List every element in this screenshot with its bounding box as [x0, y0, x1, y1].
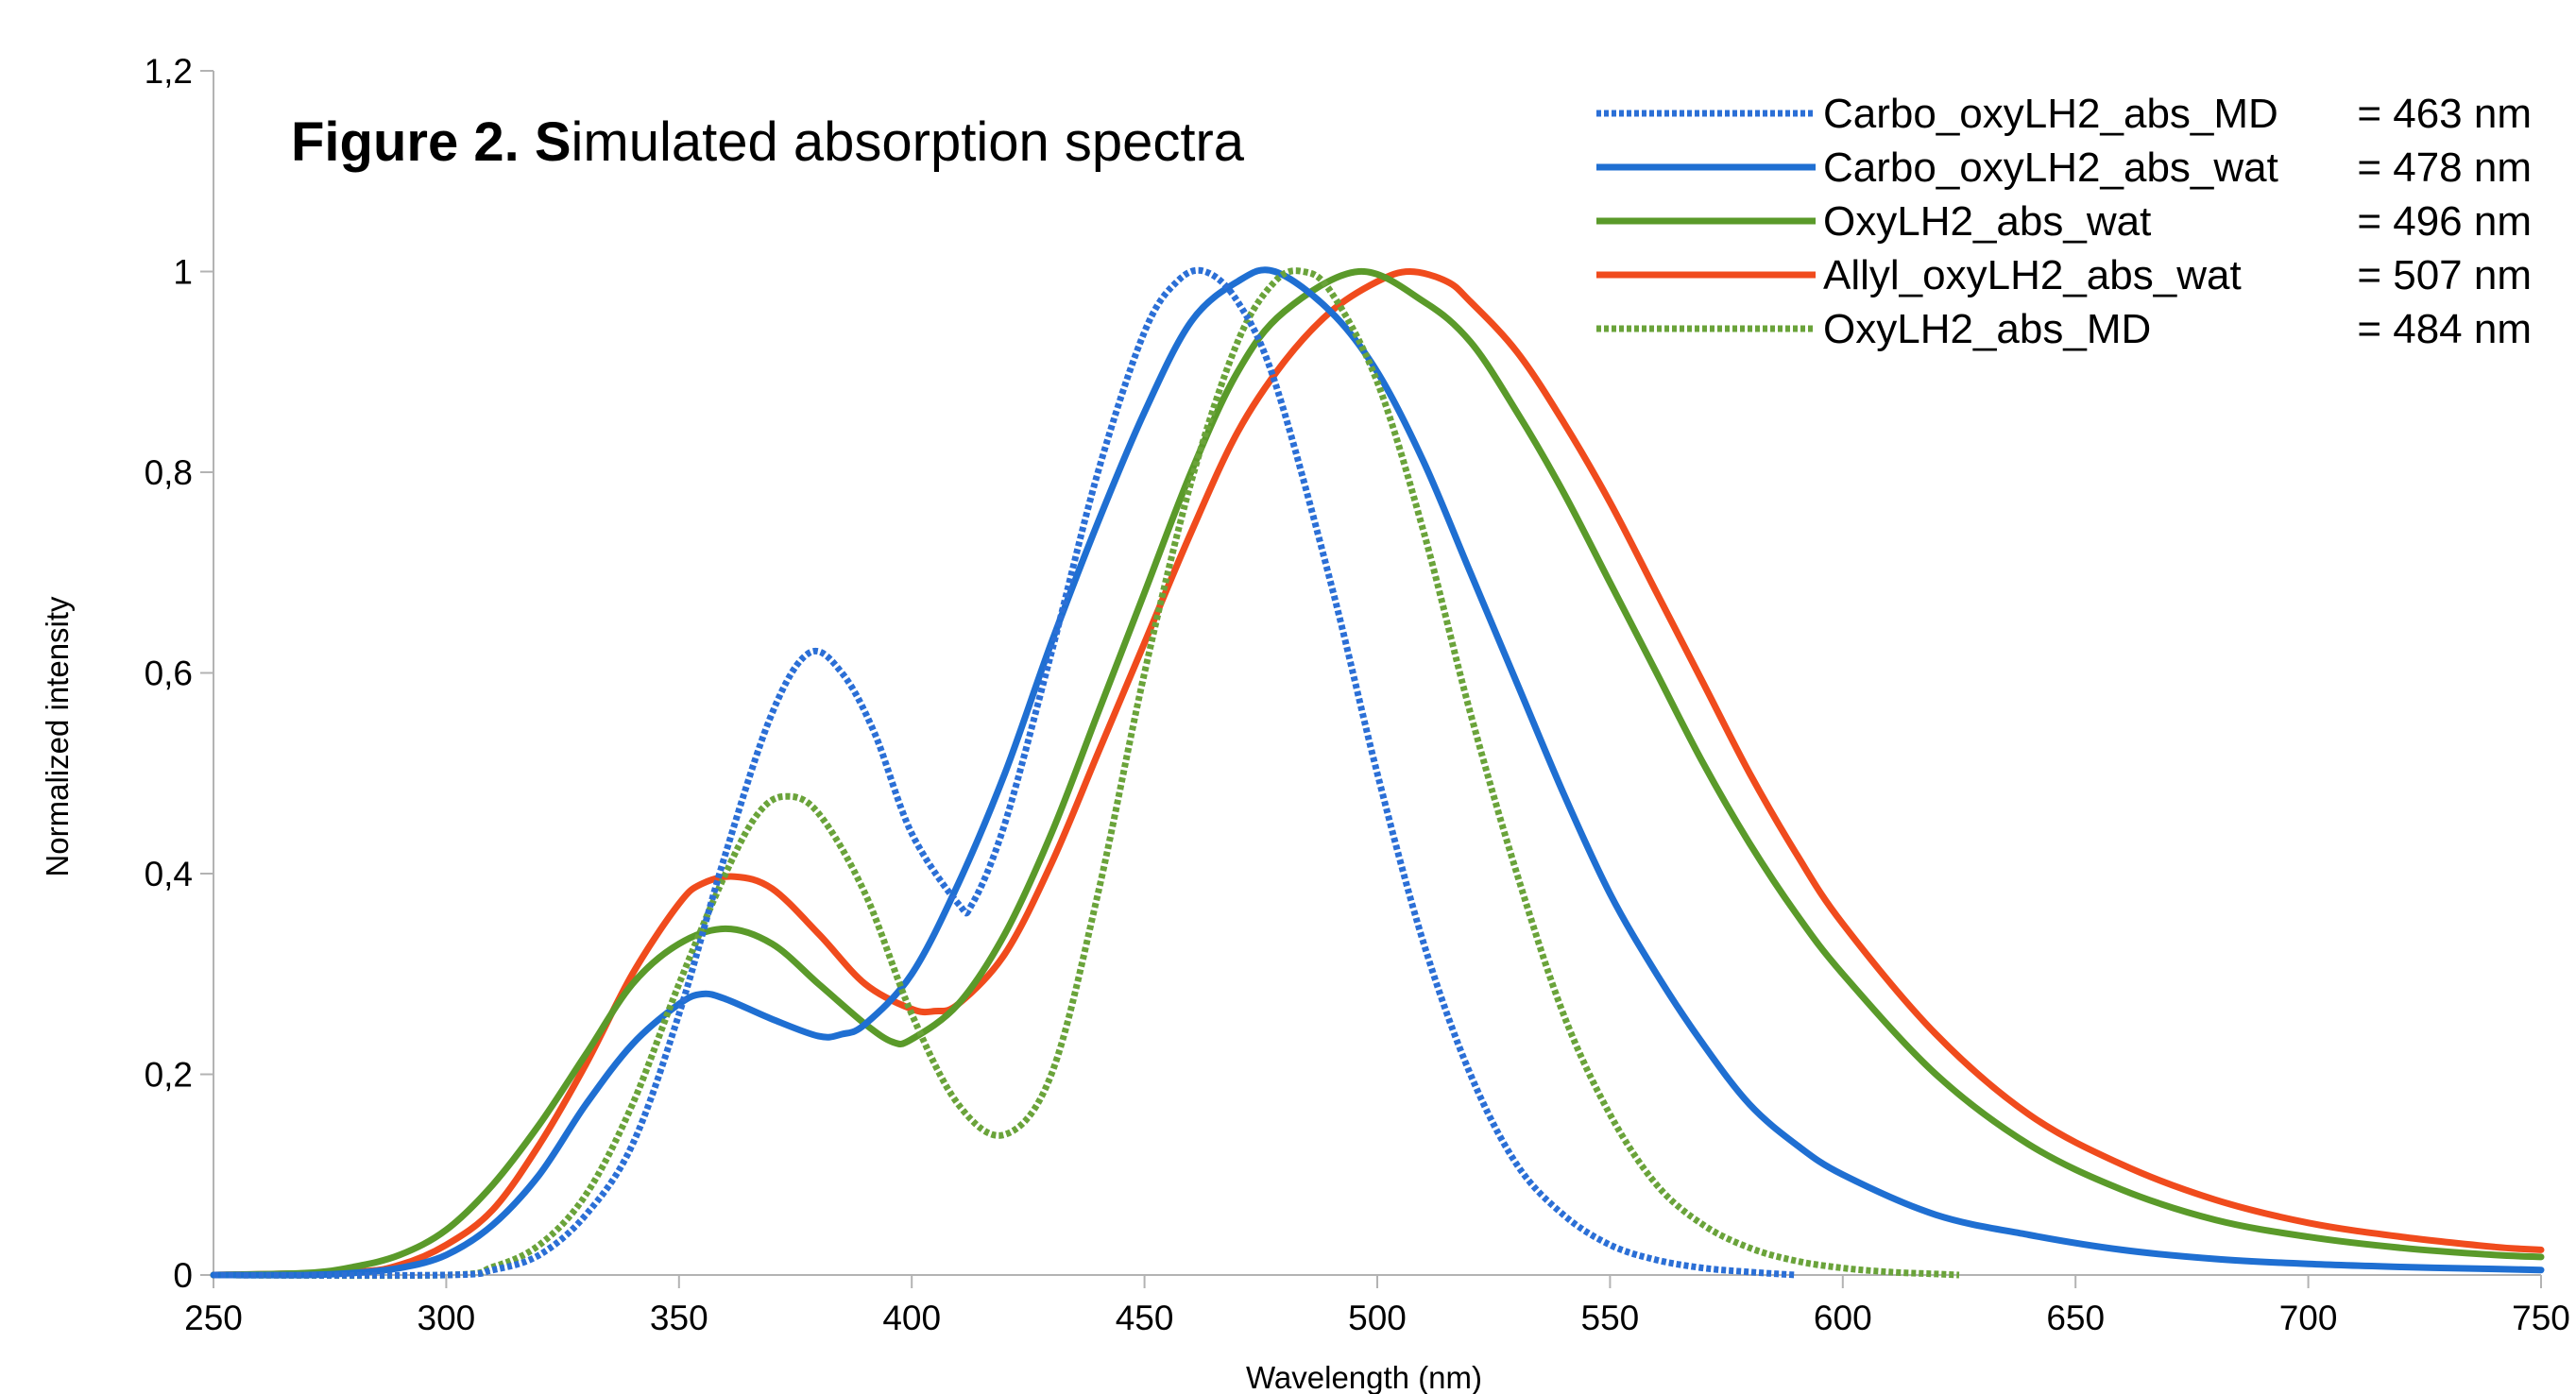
- y-tick-label: 1,2: [145, 52, 193, 91]
- legend-entry-value: = 496 nm: [2357, 198, 2532, 245]
- x-tick-label: 250: [184, 1299, 243, 1337]
- y-tick-label: 0,4: [145, 855, 193, 893]
- legend-entry-value: = 463 nm: [2357, 91, 2532, 137]
- legend-entry-name: Carbo_oxyLH2_abs_MD: [1823, 91, 2278, 137]
- series-line-allyl-oxylh2-abs-wat: [210, 268, 2545, 1279]
- chart-title-bold: Figure 2. S: [291, 111, 571, 173]
- x-tick-label: 300: [418, 1299, 476, 1337]
- series-line-oxylh2-abs-wat: [210, 267, 2545, 1279]
- x-axis-title: Wavelength (nm): [1246, 1360, 1482, 1394]
- x-tick-label: 400: [882, 1299, 941, 1337]
- series-line-carbo-oxylh2-abs-md: [213, 266, 1797, 1279]
- legend-entry-value: = 484 nm: [2357, 306, 2532, 352]
- y-axis-title: Normalized intensity: [40, 596, 75, 877]
- legend-entry-name: OxyLH2_abs_wat: [1823, 198, 2151, 245]
- y-tick-label: 0,2: [145, 1056, 193, 1095]
- x-tick-label: 700: [2279, 1299, 2338, 1337]
- y-tick-label: 0,6: [145, 654, 193, 693]
- series-line-carbo-oxylh2-abs-wat: [210, 266, 2545, 1279]
- legend: Carbo_oxyLH2_abs_MD = 463 nm Carbo_oxyLH2_…: [1596, 91, 2532, 352]
- y-tick-label: 0: [173, 1256, 193, 1295]
- x-tick-label: 550: [1581, 1299, 1640, 1337]
- axes: 0 0,2 0,4 0,6 0,8 1 1,2 250 300 350 400 450 500 550 60…: [145, 52, 2570, 1337]
- legend-entry-name: OxyLH2_abs_MD: [1823, 306, 2151, 352]
- x-tick-label: 450: [1116, 1299, 1174, 1337]
- x-tick-label: 650: [2046, 1299, 2105, 1337]
- x-tick-label: 750: [2512, 1299, 2570, 1337]
- y-tick-label: 0,8: [145, 453, 193, 492]
- legend-entry-name: Allyl_oxyLH2_abs_wat: [1823, 252, 2242, 298]
- x-tick-label: 350: [650, 1299, 708, 1337]
- series-lines: [210, 266, 2545, 1280]
- x-tick-label: 600: [1814, 1299, 1872, 1337]
- legend-entry-name: Carbo_oxyLH2_abs_wat: [1823, 144, 2278, 191]
- series-line-oxylh2-abs-md: [213, 267, 1960, 1280]
- y-tick-label: 1: [173, 253, 193, 292]
- legend-entry-value: = 507 nm: [2357, 252, 2532, 298]
- chart-title: Figure 2. Simulated absorption spectra: [291, 111, 1245, 173]
- chart-title-rest: imulated absorption spectra: [571, 111, 1245, 173]
- x-tick-label: 500: [1348, 1299, 1407, 1337]
- legend-entry-value: = 478 nm: [2357, 144, 2532, 191]
